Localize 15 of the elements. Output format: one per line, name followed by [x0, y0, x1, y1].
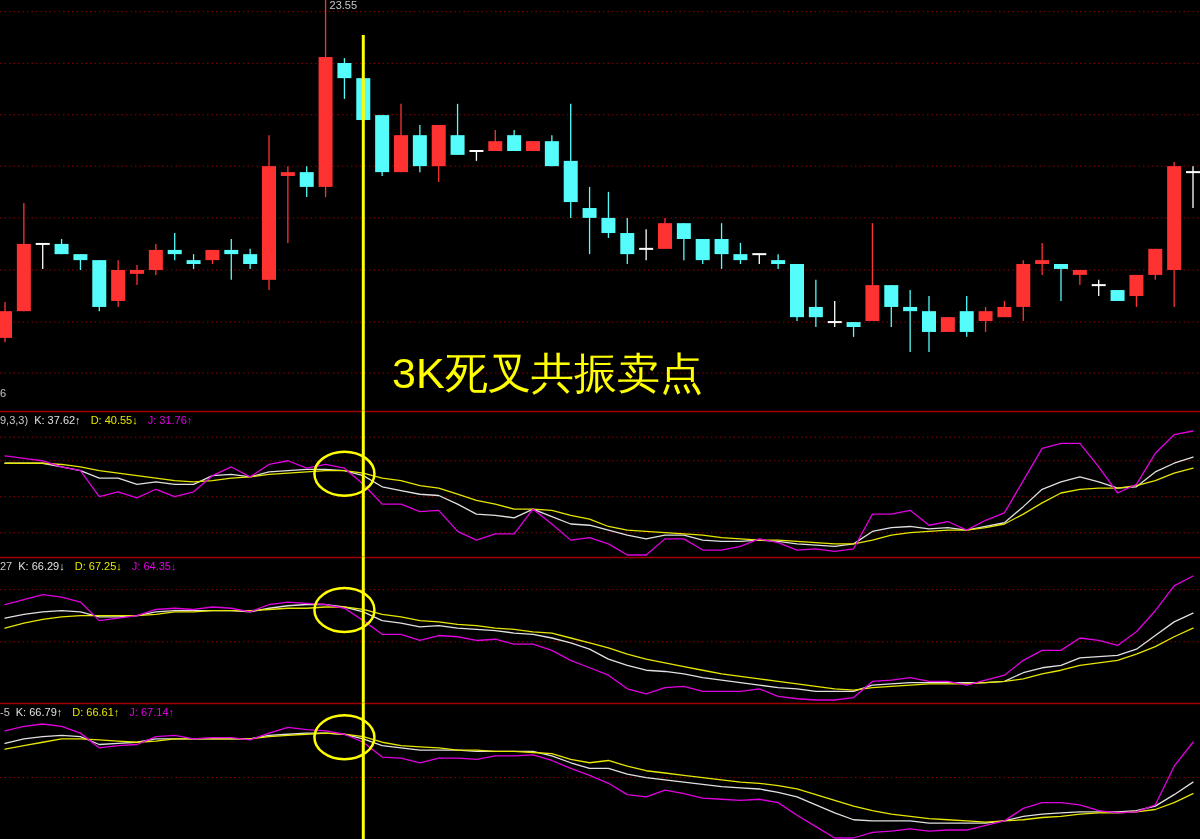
- text: J: 31.76↑: [147, 414, 193, 426]
- chart-title: 27: [0, 560, 13, 572]
- series-label: K: 66.79↑: [15, 706, 63, 718]
- text: K: 37.62↑: [34, 414, 81, 426]
- text: D: 40.55↓: [90, 414, 138, 426]
- text: 6: [0, 387, 7, 399]
- chart-title: -5: [0, 706, 10, 718]
- text: J: 64.35↓: [131, 560, 177, 572]
- annotation: 3K死叉共振卖点: [392, 349, 703, 397]
- text: D: 67.25↓: [74, 560, 122, 572]
- text: K: 66.29↓: [18, 560, 65, 572]
- series-label: J: 67.14↑: [129, 706, 174, 718]
- series-label: D: 66.61↑: [72, 706, 120, 718]
- chart-title: 9,3,3): [0, 414, 29, 426]
- annotation: 23.55: [329, 0, 358, 11]
